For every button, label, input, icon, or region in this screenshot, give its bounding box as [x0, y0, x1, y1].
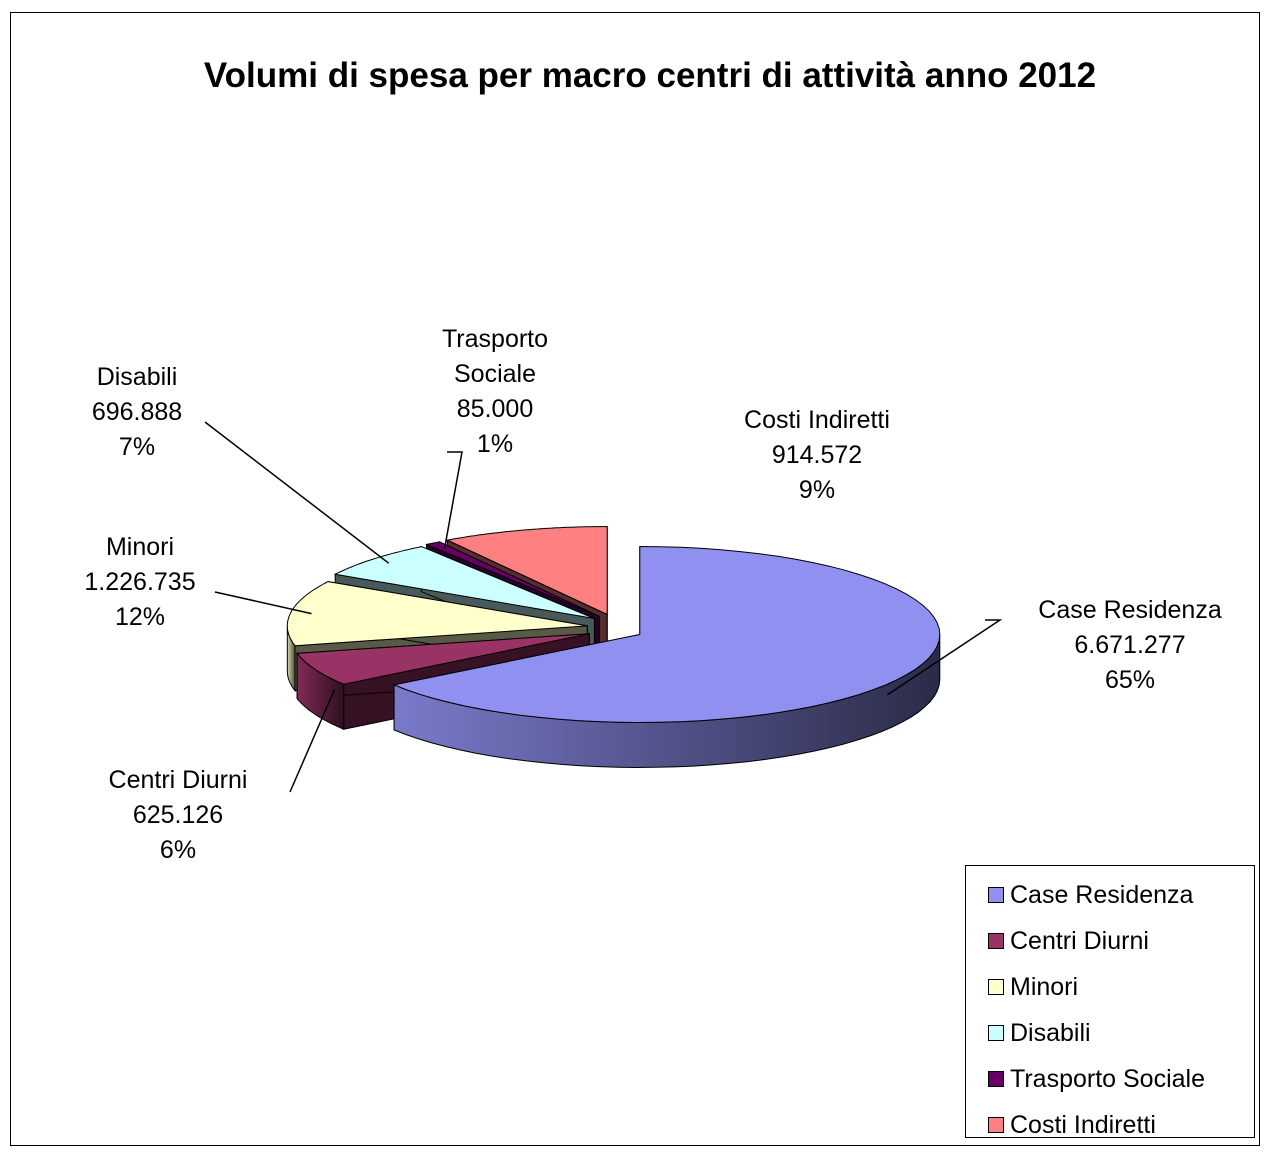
label-percent: 1%: [476, 430, 514, 458]
data-label: Costi Indiretti 914.572 9%: [707, 403, 927, 508]
legend-swatch: [988, 1025, 1004, 1041]
legend-label: Trasporto Sociale: [1010, 1064, 1205, 1093]
legend-item: Costi Indiretti: [966, 1102, 1254, 1148]
legend-item: Case Residenza: [966, 872, 1254, 918]
label-category: Minori: [105, 533, 175, 561]
data-label: Centri Diurni 625.126 6%: [68, 763, 288, 868]
slice-top: [392, 545, 941, 724]
label-category: Costi Indiretti: [744, 406, 890, 434]
legend-item: Minori: [966, 964, 1254, 1010]
slice-top: [296, 633, 590, 685]
label-value: 914.572: [771, 441, 863, 469]
legend-swatch: [988, 1117, 1004, 1133]
leader-line: [204, 421, 390, 564]
slice-top: [425, 541, 600, 617]
legend-label: Disabili: [1010, 1018, 1091, 1047]
label-category: Centri Diurni: [108, 766, 248, 794]
legend-item: Trasporto Sociale: [966, 1056, 1254, 1102]
legend-label: Costi Indiretti: [1010, 1110, 1156, 1139]
label-percent: 6%: [159, 836, 197, 864]
legend: Case Residenza Centri Diurni Minori Disabil…: [965, 865, 1255, 1139]
chart-title: Volumi di spesa per macro centri di atti…: [203, 56, 1097, 95]
legend-item: Centri Diurni: [966, 918, 1254, 964]
label-value: 6.671.277: [1074, 631, 1186, 659]
label-percent: 9%: [798, 476, 836, 504]
slice-top: [286, 581, 588, 647]
label-category: Case Residenza: [1038, 596, 1222, 624]
leader-line: [886, 619, 1003, 696]
leader-line: [214, 591, 312, 615]
slice-top: [333, 546, 595, 619]
label-percent: 12%: [114, 603, 166, 631]
legend-label: Case Residenza: [1010, 880, 1194, 909]
data-label: Minori 1.226.735 12%: [30, 530, 250, 635]
data-label: Case Residenza 6.671.277 65%: [1000, 593, 1260, 698]
label-category: Disabili: [96, 363, 178, 391]
data-label: Trasporto Sociale 85.000 1%: [415, 322, 575, 462]
legend-swatch: [988, 1071, 1004, 1087]
legend-item: Disabili: [966, 1010, 1254, 1056]
legend-swatch: [988, 887, 1004, 903]
label-value: 696.888: [91, 398, 183, 426]
label-value: 1.226.735: [84, 568, 196, 596]
chart-frame: [10, 12, 1260, 1146]
slice-top: [445, 525, 608, 616]
leader-line: [289, 689, 336, 793]
label-category: Trasporto Sociale: [441, 325, 549, 388]
label-value: 625.126: [132, 801, 224, 829]
label-percent: 65%: [1104, 666, 1156, 694]
legend-label: Minori: [1010, 972, 1079, 1001]
leader-line: [443, 451, 463, 549]
legend-swatch: [988, 933, 1004, 949]
slice: [392, 545, 941, 769]
label-percent: 7%: [118, 433, 156, 461]
label-value: 85.000: [456, 395, 534, 423]
legend-swatch: [988, 979, 1004, 995]
legend-label: Centri Diurni: [1010, 926, 1149, 955]
data-label: Disabili 696.888 7%: [37, 360, 237, 465]
